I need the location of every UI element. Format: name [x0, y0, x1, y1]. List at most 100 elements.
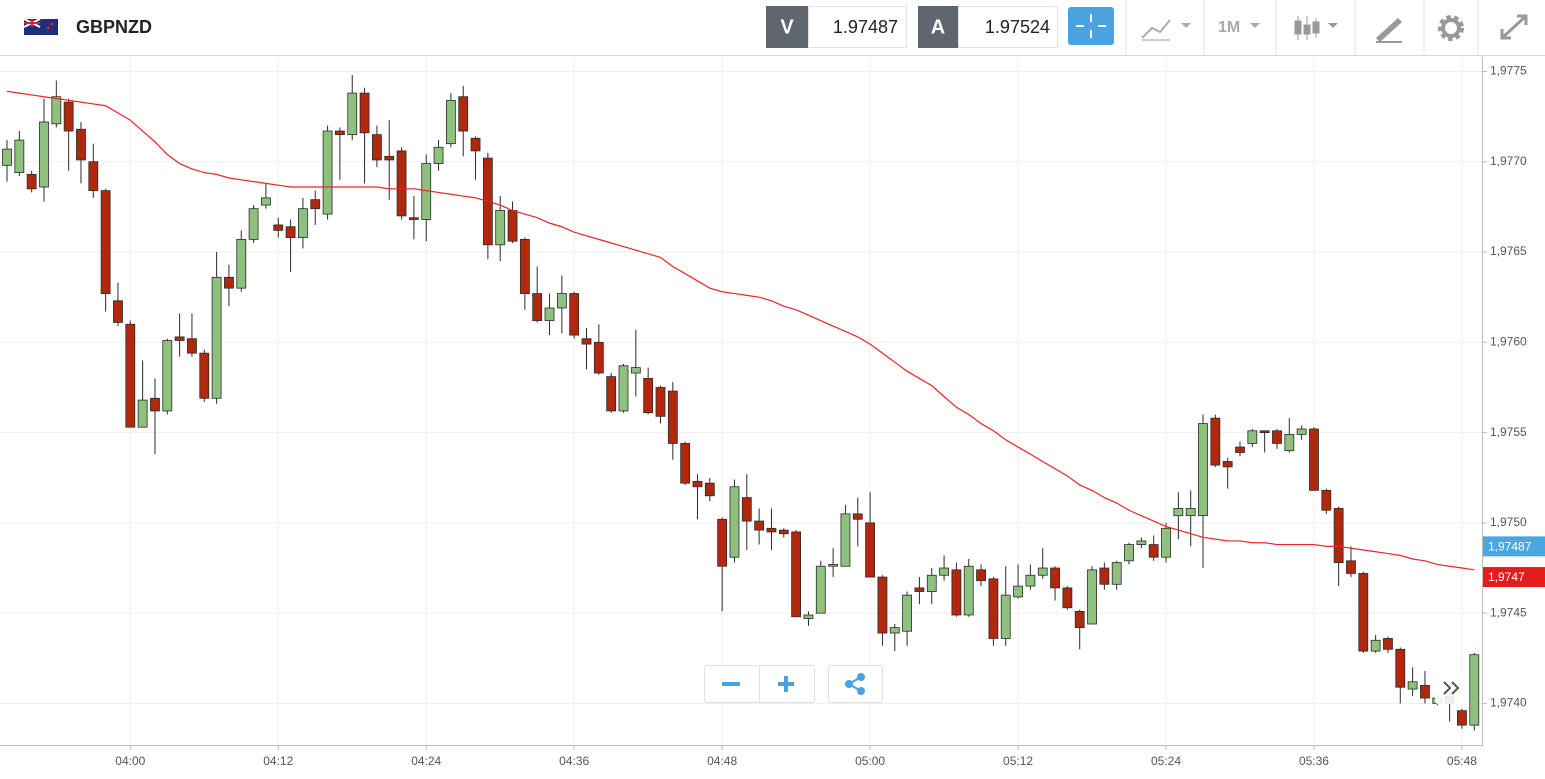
- candle-body: [1346, 560, 1356, 574]
- x-tick-label: 05:48: [1447, 754, 1477, 768]
- candle-body: [556, 293, 567, 309]
- toolbar-separators: [1125, 0, 1479, 55]
- candle-body: [655, 387, 666, 417]
- candle-body: [667, 390, 678, 444]
- candle-body: [63, 101, 74, 132]
- candle-body: [248, 208, 259, 240]
- candle-body: [1173, 508, 1184, 517]
- candle-body: [359, 92, 370, 134]
- candle-body: [298, 208, 308, 238]
- candle-body: [976, 569, 986, 582]
- candle-body: [1111, 562, 1122, 585]
- flag-icon: [23, 18, 58, 35]
- candle-body: [1148, 544, 1159, 558]
- candle-body: [51, 96, 62, 125]
- fullscreen-button[interactable]: [1500, 14, 1528, 40]
- drawing-tools-button[interactable]: [1376, 18, 1402, 43]
- candle-body: [1000, 594, 1011, 639]
- candle-body: [544, 307, 555, 322]
- price-marker-label: 1,9747: [1488, 570, 1525, 584]
- y-tick-label: 1,9770: [1490, 154, 1527, 168]
- candle-body: [495, 210, 506, 246]
- share-button[interactable]: [828, 665, 883, 703]
- candle-body: [211, 276, 222, 399]
- candle-body: [1136, 540, 1147, 545]
- candle-body: [100, 190, 111, 294]
- candle-body: [569, 293, 580, 336]
- bid-box: [808, 6, 907, 48]
- candle-body: [199, 352, 210, 399]
- y-tick-label: 1,9740: [1490, 696, 1527, 710]
- x-tick-label: 05:12: [1003, 754, 1033, 768]
- candle-body: [14, 139, 25, 173]
- candle-body: [1309, 428, 1319, 491]
- x-tick-label: 05:36: [1299, 754, 1329, 768]
- candle-body: [1087, 569, 1097, 625]
- candle-body: [113, 300, 123, 323]
- candle-body: [1074, 610, 1085, 629]
- candle-body: [926, 574, 937, 592]
- plot-area: [2, 75, 1480, 731]
- candle-body: [396, 150, 407, 217]
- candle-body: [137, 399, 148, 428]
- candle-style-button[interactable]: [1294, 16, 1338, 40]
- candle-body: [433, 146, 444, 164]
- candle-body: [532, 293, 543, 322]
- candle-body: [1235, 446, 1245, 453]
- timeframe-button[interactable]: 1M: [1218, 19, 1260, 36]
- candle-body: [310, 199, 321, 210]
- zoom-in-button[interactable]: [778, 676, 794, 692]
- candle-body: [445, 99, 456, 145]
- candle-body: [951, 569, 962, 616]
- candle-body: [519, 238, 530, 294]
- candle-body: [125, 323, 136, 428]
- candle-body: [815, 565, 826, 614]
- price-marker-label: 1,97487: [1488, 540, 1532, 554]
- zoom-out-button[interactable]: [722, 682, 740, 686]
- candle-body: [1469, 654, 1480, 726]
- candle-body: [1050, 567, 1060, 589]
- candle-body: [1013, 585, 1023, 598]
- candle-body: [371, 134, 382, 161]
- x-tick-label: 04:12: [263, 754, 293, 768]
- candle-body: [593, 341, 604, 374]
- y-tick-label: 1,9760: [1490, 334, 1527, 348]
- x-tick-label: 04:48: [707, 754, 737, 768]
- candle-body: [174, 336, 185, 341]
- candle-body: [224, 276, 234, 289]
- candle-body: [606, 376, 617, 412]
- candle-body: [1161, 527, 1171, 558]
- candle-body: [285, 226, 296, 238]
- candle-body: [1185, 508, 1196, 517]
- candle-body: [1358, 573, 1369, 652]
- settings-button[interactable]: [1438, 15, 1464, 41]
- candle-body: [150, 397, 160, 412]
- candle-body: [322, 130, 333, 215]
- candle-body: [261, 197, 271, 206]
- candle-body: [1259, 430, 1270, 434]
- candle-body: [2, 148, 12, 166]
- candle-body: [618, 365, 629, 412]
- crosshair-button[interactable]: [1068, 7, 1114, 45]
- y-tick-label: 1,9745: [1490, 605, 1527, 619]
- candle-body: [852, 513, 863, 520]
- bid-button[interactable]: [766, 6, 808, 48]
- candle-body: [865, 522, 875, 578]
- scroll-to-end-button[interactable]: [1435, 672, 1469, 704]
- grid: [0, 57, 1482, 745]
- axes: 1,9740 1,9745 1,9750 1,9755 1,9760 1,9765 1,97…: [115, 64, 1545, 768]
- candle-body: [347, 92, 358, 136]
- candle-body: [39, 121, 49, 188]
- chart-type-button[interactable]: [1141, 19, 1191, 41]
- candle-body: [1099, 567, 1110, 585]
- ask-label: A: [931, 16, 945, 38]
- y-tick-label: 1,9765: [1490, 244, 1527, 258]
- candle-body: [803, 614, 814, 619]
- candle-body: [754, 520, 765, 531]
- y-tick-label: 1,9755: [1490, 425, 1527, 439]
- bid-label: V: [780, 16, 794, 38]
- candle-body: [1222, 461, 1233, 468]
- ask-button[interactable]: [918, 6, 958, 48]
